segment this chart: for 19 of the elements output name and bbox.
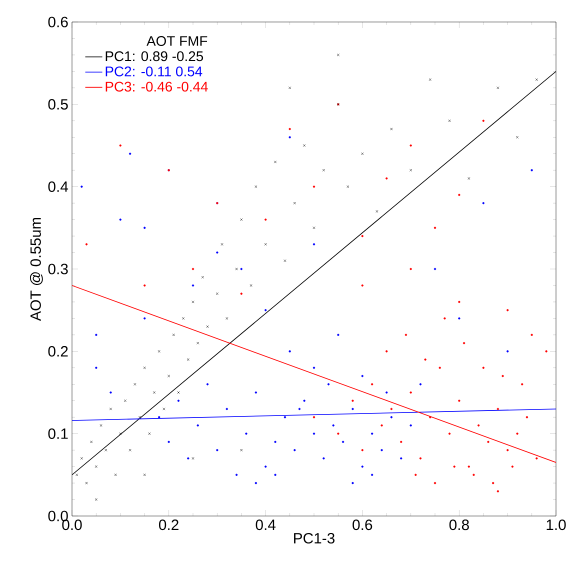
x-tick-label: 1.0 (546, 520, 566, 530)
x-tick-label: 0.2 (158, 520, 178, 530)
legend-label: PC3: -0.46 -0.44 (106, 82, 208, 92)
x-tick-label: 0.6 (352, 520, 372, 530)
y-tick-label: 0.0 (48, 510, 68, 522)
y-tick-label: 0.3 (48, 264, 68, 274)
x-axis-title: PC1-3 (294, 532, 335, 544)
y-tick-label: 0.6 (48, 16, 68, 28)
y-tick-label: 0.4 (48, 181, 68, 192)
legend-title: AOT FMF (146, 36, 208, 46)
y-tick-label: 0.5 (48, 99, 68, 110)
y-tick-label: 0.1 (48, 428, 68, 439)
y-axis-title: AOT @ 0.55um (30, 218, 43, 321)
y-tick-label: 0.2 (48, 346, 68, 357)
x-tick-label: 0.4 (256, 520, 276, 530)
x-tick-label: 0.0 (62, 520, 82, 530)
legend-label: PC2: -0.11 0.54 (106, 66, 202, 76)
x-tick-label: 0.8 (449, 520, 469, 530)
legend-label: PC1: 0.89 -0.25 (106, 51, 204, 62)
